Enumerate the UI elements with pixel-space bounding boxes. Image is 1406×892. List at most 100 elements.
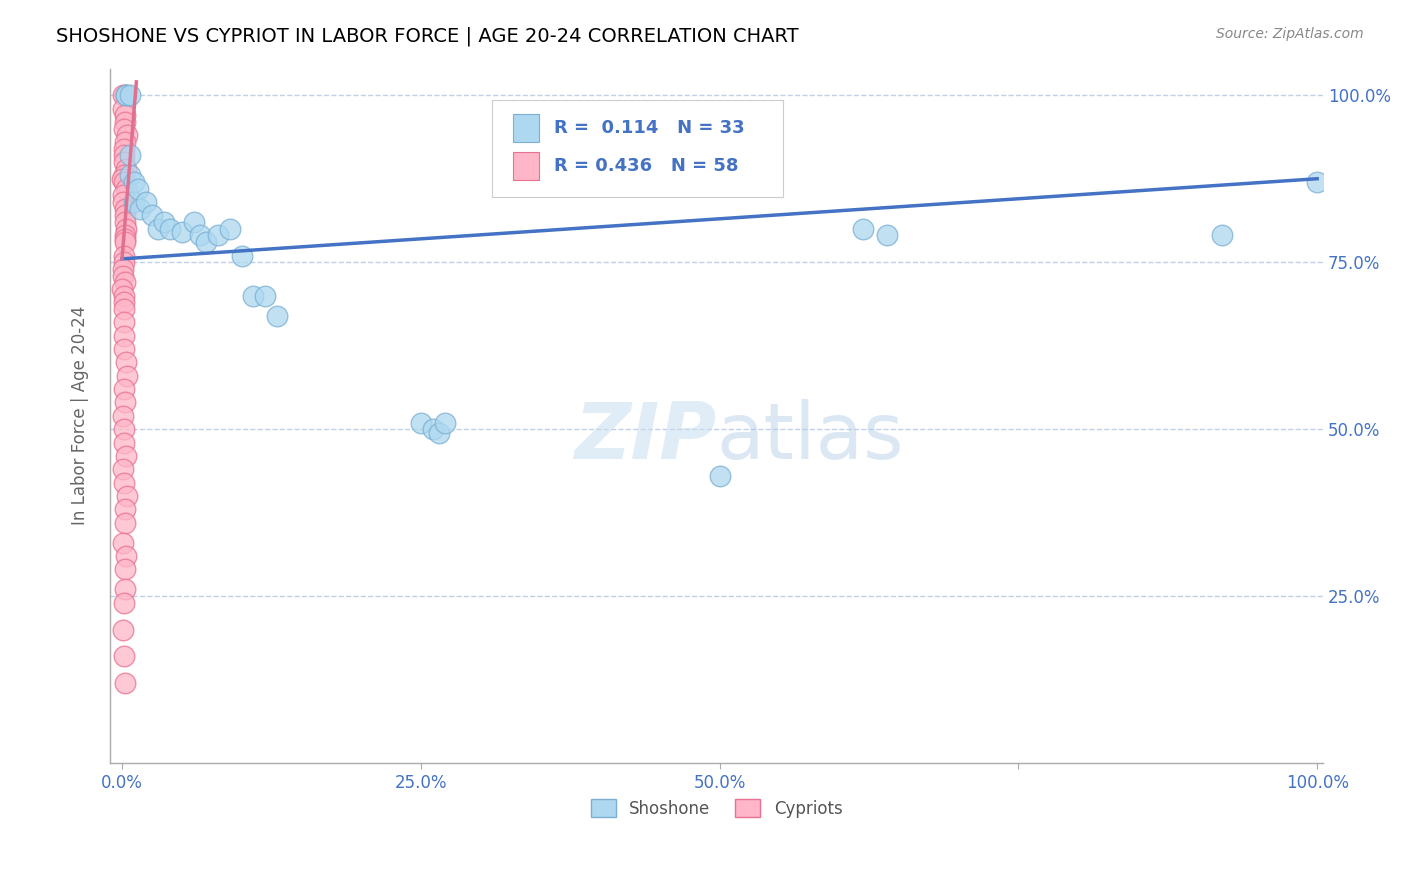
FancyBboxPatch shape — [513, 114, 540, 142]
Point — [115, 368, 138, 383]
Point — [112, 288, 135, 302]
Point — [120, 88, 142, 103]
Point — [112, 315, 135, 329]
Point — [170, 225, 193, 239]
Point — [111, 188, 134, 202]
Point — [218, 222, 240, 236]
Point — [115, 489, 138, 503]
Point — [114, 115, 136, 129]
Point — [112, 596, 135, 610]
Point — [112, 328, 135, 343]
Text: R = 0.436   N = 58: R = 0.436 N = 58 — [554, 157, 738, 175]
Point — [114, 235, 136, 249]
Point — [111, 282, 134, 296]
Point — [183, 215, 205, 229]
Point — [114, 395, 136, 409]
Point — [127, 182, 149, 196]
Point — [122, 195, 145, 210]
Point — [1306, 175, 1329, 189]
Point — [111, 171, 134, 186]
Point — [141, 209, 163, 223]
Point — [207, 228, 229, 243]
Point — [111, 195, 134, 210]
Text: Source: ZipAtlas.com: Source: ZipAtlas.com — [1216, 27, 1364, 41]
Point — [231, 248, 253, 262]
Point — [112, 295, 135, 310]
Point — [709, 469, 731, 483]
Point — [112, 175, 135, 189]
Point — [112, 623, 135, 637]
Point — [114, 135, 136, 149]
Point — [112, 155, 135, 169]
Point — [114, 161, 136, 176]
Point — [114, 88, 136, 103]
Point — [112, 435, 135, 450]
Point — [120, 169, 142, 183]
Y-axis label: In Labor Force | Age 20-24: In Labor Force | Age 20-24 — [72, 306, 89, 525]
Point — [111, 535, 134, 549]
Point — [115, 222, 138, 236]
Point — [876, 228, 898, 243]
Point — [135, 195, 157, 210]
Point — [114, 202, 136, 216]
Point — [153, 215, 176, 229]
Point — [112, 255, 135, 269]
Point — [114, 88, 136, 103]
Point — [114, 516, 136, 530]
Text: atlas: atlas — [717, 399, 904, 475]
Text: SHOSHONE VS CYPRIOT IN LABOR FORCE | AGE 20-24 CORRELATION CHART: SHOSHONE VS CYPRIOT IN LABOR FORCE | AGE… — [56, 27, 799, 46]
Point — [188, 228, 211, 243]
Text: ZIP: ZIP — [575, 399, 717, 475]
Point — [122, 175, 145, 189]
Point — [852, 222, 875, 236]
Point — [112, 121, 135, 136]
Point — [112, 261, 135, 276]
Point — [114, 228, 136, 243]
Point — [433, 416, 456, 430]
Point — [114, 209, 136, 223]
Point — [111, 409, 134, 423]
Point — [254, 288, 277, 302]
Point — [112, 142, 135, 156]
Point — [409, 416, 432, 430]
Point — [1211, 228, 1233, 243]
Point — [112, 342, 135, 356]
Point — [120, 148, 142, 162]
Point — [112, 475, 135, 490]
Point — [114, 108, 136, 122]
Point — [114, 582, 136, 597]
Point — [115, 128, 138, 143]
Point — [112, 382, 135, 396]
Point — [146, 222, 169, 236]
Point — [114, 562, 136, 576]
Point — [427, 425, 450, 440]
Point — [114, 676, 136, 690]
Point — [112, 102, 135, 116]
Point — [112, 462, 135, 476]
Text: R =  0.114   N = 33: R = 0.114 N = 33 — [554, 120, 745, 137]
Point — [115, 549, 138, 563]
Point — [114, 182, 136, 196]
Point — [422, 422, 444, 436]
Point — [129, 202, 152, 216]
Point — [112, 301, 135, 316]
FancyBboxPatch shape — [513, 152, 540, 179]
Point — [114, 275, 136, 289]
Point — [115, 449, 138, 463]
Point — [114, 88, 136, 103]
Point — [112, 169, 135, 183]
Point — [114, 215, 136, 229]
Point — [194, 235, 217, 249]
Point — [112, 88, 135, 103]
Point — [266, 309, 288, 323]
Point — [242, 288, 264, 302]
Point — [112, 268, 135, 283]
Point — [112, 148, 135, 162]
Point — [159, 222, 181, 236]
Point — [114, 232, 136, 246]
Legend: Shoshone, Cypriots: Shoshone, Cypriots — [583, 793, 849, 824]
Point — [112, 248, 135, 262]
Point — [115, 355, 138, 369]
Point — [112, 649, 135, 664]
Point — [112, 422, 135, 436]
